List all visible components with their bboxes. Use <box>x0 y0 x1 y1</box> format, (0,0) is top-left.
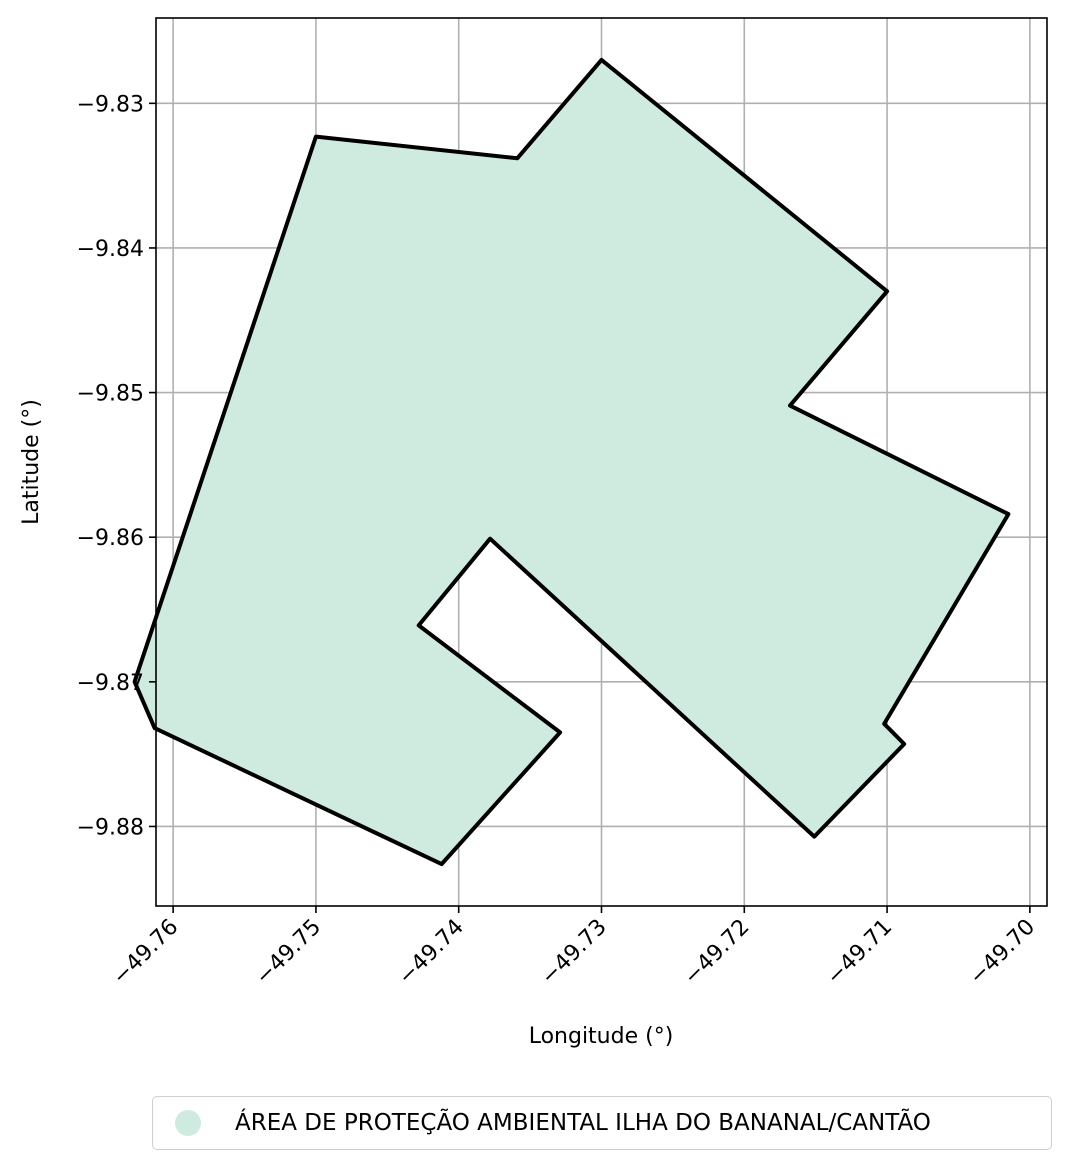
y-tick-label: −9.88 <box>77 815 144 840</box>
x-tick-label: −49.74 <box>394 915 469 990</box>
legend-label: ÁREA DE PROTEÇÃO AMBIENTAL ILHA DO BANAN… <box>235 1110 931 1136</box>
protected-area-polygon <box>132 57 1011 867</box>
legend-swatch-icon <box>175 1110 201 1136</box>
y-tick-label: −9.85 <box>77 382 144 407</box>
x-tick-label: −49.73 <box>536 915 611 990</box>
x-axis-label: Longitude (°) <box>529 1024 674 1049</box>
x-tick-label: −49.71 <box>822 915 897 990</box>
x-tick-label: −49.75 <box>251 915 326 990</box>
polygon-layer <box>132 57 1011 867</box>
y-axis: −9.83 −9.84 −9.85 −9.86 −9.87 −9.88 <box>77 92 156 840</box>
y-tick-label: −9.83 <box>77 92 144 117</box>
x-tick-label: −49.72 <box>679 915 754 990</box>
x-tick-label: −49.70 <box>965 915 1040 990</box>
y-tick-label: −9.84 <box>77 237 144 262</box>
y-tick-label: −9.87 <box>77 671 144 696</box>
y-tick-label: −9.86 <box>77 526 144 551</box>
legend: ÁREA DE PROTEÇÃO AMBIENTAL ILHA DO BANAN… <box>152 1096 1052 1150</box>
x-axis: −49.76 −49.75 −49.74 −49.73 −49.72 −49.71 −49.… <box>108 906 1040 990</box>
map-chart: −49.76 −49.75 −49.74 −49.73 −49.72 −49.71 −49.… <box>19 17 1048 1049</box>
y-axis-label: Latitude (°) <box>19 399 44 525</box>
x-tick-label: −49.76 <box>108 915 183 990</box>
